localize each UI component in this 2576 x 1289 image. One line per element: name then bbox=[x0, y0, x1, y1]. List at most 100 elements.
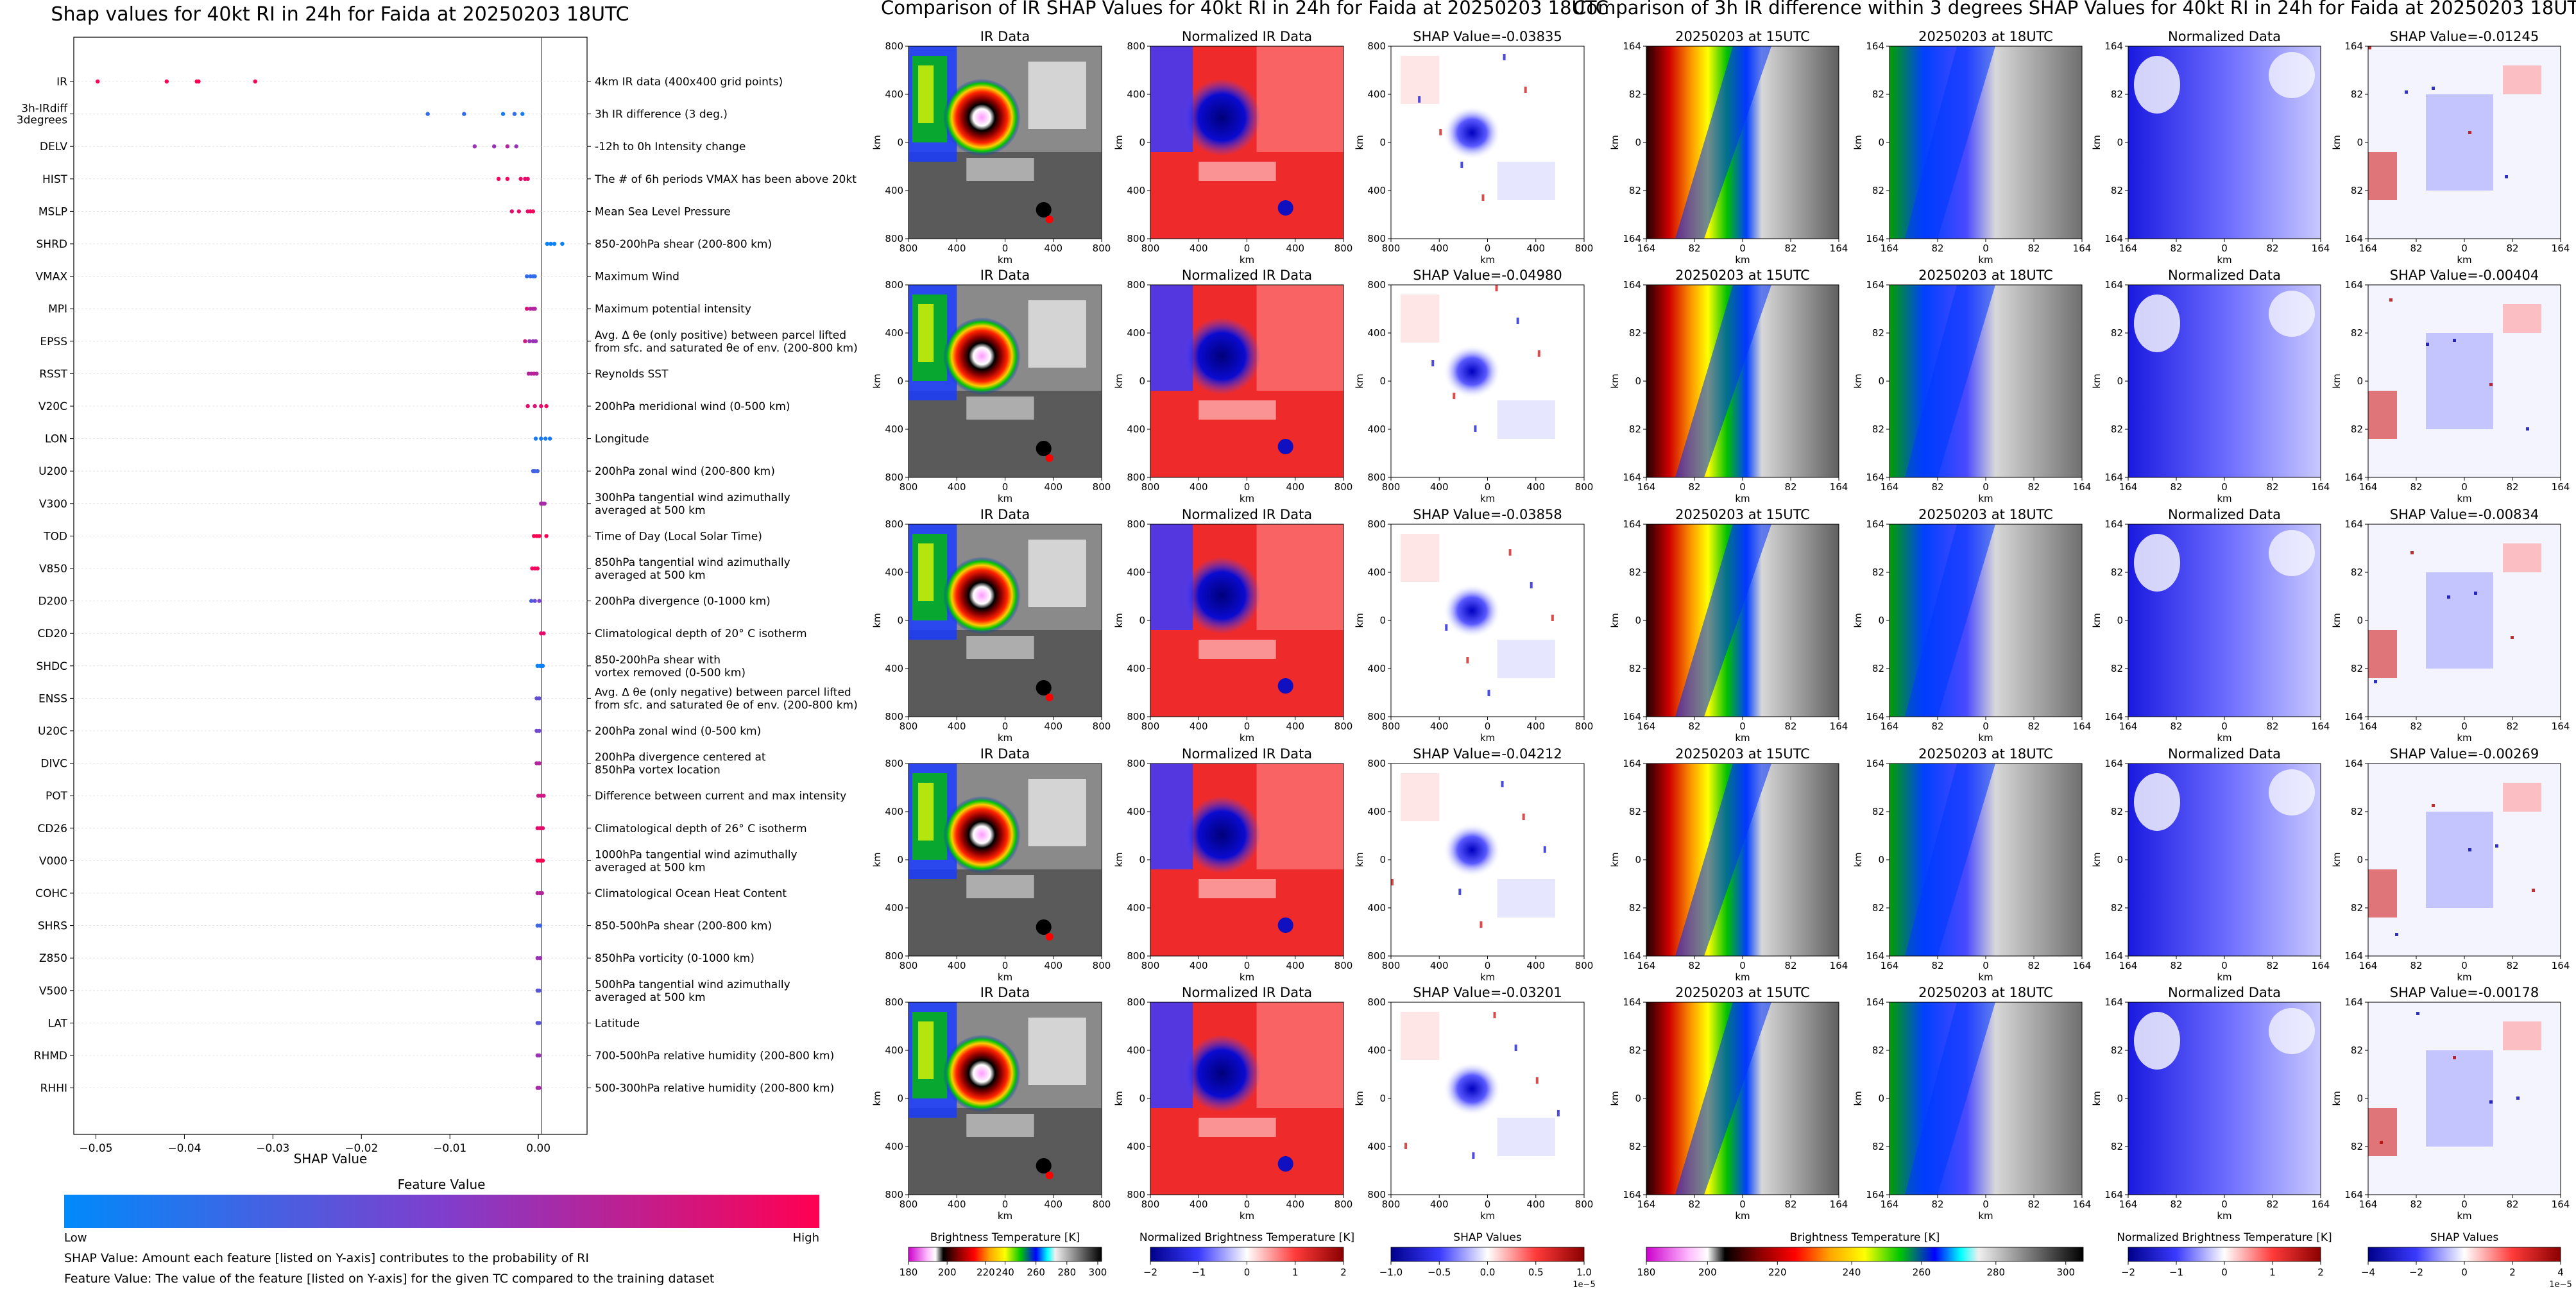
x-tick-label: 82 bbox=[2266, 243, 2278, 254]
feature-name-label: TOD bbox=[43, 530, 67, 543]
y-tick-label: 82 bbox=[2111, 663, 2123, 674]
x-tick-label: 82 bbox=[2506, 243, 2518, 254]
shap-point bbox=[537, 696, 542, 701]
x-tick-label: 0 bbox=[1739, 243, 1746, 254]
shap-point bbox=[538, 923, 543, 928]
x-axis-label: km bbox=[1735, 493, 1750, 504]
diff-panel-title: Normalized Data bbox=[2168, 29, 2281, 44]
shap-point bbox=[537, 1053, 542, 1058]
svg-text:Time of Day (Local Solar Time): Time of Day (Local Solar Time) bbox=[594, 530, 762, 543]
x-tick-label: 82 bbox=[2410, 960, 2422, 971]
y-tick-label: 164 bbox=[1623, 40, 1641, 52]
y-tick-label: 0 bbox=[2357, 1093, 2363, 1104]
x-tick-label: 800 bbox=[900, 1199, 918, 1210]
y-axis-label: km bbox=[1113, 613, 1125, 627]
y-tick-label: 164 bbox=[2104, 1189, 2123, 1200]
colorbar-tick-label: 2 bbox=[1340, 1267, 1347, 1278]
x-axis-label: km bbox=[1480, 254, 1495, 266]
y-tick-label: 400 bbox=[1127, 1045, 1145, 1056]
y-axis-label: km bbox=[1609, 135, 1621, 149]
shap-point bbox=[512, 112, 517, 116]
y-tick-label: 164 bbox=[1866, 996, 1884, 1008]
x-tick-label: 400 bbox=[948, 1199, 966, 1210]
shap-point bbox=[505, 176, 510, 181]
shap-point bbox=[542, 501, 547, 506]
colorbar-strip bbox=[2128, 1247, 2321, 1262]
svg-text:MPI: MPI bbox=[48, 303, 67, 316]
y-tick-label: 0 bbox=[897, 1093, 903, 1104]
svg-text:ENSS: ENSS bbox=[38, 692, 67, 705]
y-tick-label: 0 bbox=[2357, 615, 2363, 626]
x-axis-label: km bbox=[1978, 971, 1993, 983]
shap-point bbox=[537, 1086, 542, 1090]
svg-text:DELV: DELV bbox=[40, 141, 67, 153]
y-tick-label: 400 bbox=[1367, 327, 1386, 339]
svg-text:averaged at 500 km: averaged at 500 km bbox=[595, 861, 706, 874]
colorbar-tick-label: 220 bbox=[977, 1267, 995, 1278]
shap-point bbox=[253, 79, 257, 84]
y-tick-label: 400 bbox=[1127, 423, 1145, 435]
x-tick-label: 0 bbox=[1485, 1199, 1491, 1210]
x-tick-label: 400 bbox=[1286, 1199, 1304, 1210]
y-tick-label: 82 bbox=[1629, 327, 1641, 339]
y-axis-label: km bbox=[1852, 613, 1864, 627]
feature-description-label: 850hPa vorticity (0-1000 km) bbox=[595, 952, 755, 965]
y-tick-label: 164 bbox=[1623, 472, 1641, 483]
shap-point bbox=[535, 566, 540, 571]
x-tick-label: 800 bbox=[1335, 1199, 1353, 1210]
colorbar-tick-label: −1.0 bbox=[1379, 1267, 1403, 1278]
colorbar-tick-label: 0.5 bbox=[1528, 1267, 1544, 1278]
x-tick-label: 800 bbox=[900, 960, 918, 971]
y-tick-label: 82 bbox=[2351, 663, 2363, 674]
x-tick-label: 400 bbox=[1430, 721, 1449, 732]
x-tick-label: 0 bbox=[1002, 960, 1009, 971]
x-axis-label: km bbox=[1240, 493, 1254, 504]
x-tick-label: 164 bbox=[1881, 721, 1899, 732]
x-axis-label: km bbox=[998, 971, 1012, 983]
colorbar-strip bbox=[2367, 1247, 2561, 1262]
y-tick-label: 400 bbox=[885, 185, 903, 196]
diff-panel-title: Normalized Data bbox=[2168, 507, 2281, 522]
y-tick-label: 82 bbox=[1629, 89, 1641, 100]
x-tick-label: 0 bbox=[1983, 960, 1989, 971]
x-axis-label: km bbox=[1735, 254, 1750, 266]
colorbar-tick-label: 300 bbox=[1089, 1267, 1107, 1278]
shap-point bbox=[539, 436, 543, 441]
x-tick-label: 800 bbox=[900, 243, 918, 254]
feature-name-label: U20C bbox=[38, 725, 67, 738]
y-tick-label: 800 bbox=[1127, 758, 1145, 769]
svg-text:850hPa vorticity (0-1000 km): 850hPa vorticity (0-1000 km) bbox=[595, 952, 755, 965]
diff-panel-title: SHAP Value=-0.00834 bbox=[2390, 507, 2539, 522]
x-tick-label: 800 bbox=[1093, 1199, 1111, 1210]
y-tick-label: 82 bbox=[1629, 1045, 1641, 1056]
svg-text:Reynolds SST: Reynolds SST bbox=[595, 368, 669, 380]
feature-description-label: 200hPa zonal wind (0-500 km) bbox=[595, 725, 761, 738]
y-tick-label: 164 bbox=[1623, 711, 1641, 722]
y-tick-label: 0 bbox=[2117, 375, 2123, 387]
y-tick-label: 400 bbox=[1367, 806, 1386, 817]
colorbar-label: Normalized Brightness Temperature [K] bbox=[2117, 1231, 2332, 1244]
y-tick-label: 400 bbox=[885, 89, 903, 100]
y-tick-label: 800 bbox=[1127, 1189, 1145, 1200]
feature-name-label: V500 bbox=[39, 985, 67, 998]
svg-text:from sfc. and saturated θe of: from sfc. and saturated θe of env. (200-… bbox=[595, 699, 858, 712]
x-tick-label: 0 bbox=[2221, 481, 2228, 493]
y-tick-label: 800 bbox=[1367, 40, 1386, 52]
svg-text:Maximum potential intensity: Maximum potential intensity bbox=[595, 303, 751, 316]
shap-point bbox=[500, 112, 506, 116]
ir-panel-title: Normalized IR Data bbox=[1182, 746, 1312, 762]
svg-text:200hPa meridional wind (0-500: 200hPa meridional wind (0-500 km) bbox=[595, 400, 790, 413]
y-tick-label: 164 bbox=[2104, 472, 2123, 483]
shap-point bbox=[533, 404, 537, 409]
ir-panel-title: Normalized IR Data bbox=[1182, 507, 1312, 522]
x-tick-label: 164 bbox=[1881, 481, 1899, 493]
x-tick-label: 164 bbox=[2359, 721, 2378, 732]
x-tick-label: 82 bbox=[1688, 960, 1700, 971]
